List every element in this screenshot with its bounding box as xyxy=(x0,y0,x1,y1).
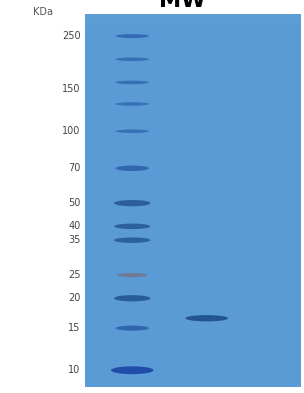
Text: 70: 70 xyxy=(68,163,81,173)
Ellipse shape xyxy=(116,102,149,106)
Text: 100: 100 xyxy=(62,126,81,136)
Text: 35: 35 xyxy=(68,235,81,245)
Ellipse shape xyxy=(116,57,149,61)
Ellipse shape xyxy=(116,165,149,171)
Ellipse shape xyxy=(114,200,150,206)
Text: 25: 25 xyxy=(68,270,81,280)
Ellipse shape xyxy=(116,325,149,331)
Ellipse shape xyxy=(114,237,150,243)
Text: 20: 20 xyxy=(68,293,81,303)
Text: 40: 40 xyxy=(68,221,81,231)
Text: MW: MW xyxy=(159,0,206,11)
Text: 15: 15 xyxy=(68,323,81,333)
Text: 10: 10 xyxy=(68,365,81,375)
Ellipse shape xyxy=(114,224,150,229)
Ellipse shape xyxy=(114,295,150,301)
Text: 250: 250 xyxy=(62,31,81,41)
Ellipse shape xyxy=(111,366,154,374)
Ellipse shape xyxy=(185,315,228,321)
Bar xyxy=(85,14,301,26)
Ellipse shape xyxy=(116,129,149,133)
Bar xyxy=(85,14,301,387)
Ellipse shape xyxy=(117,273,147,277)
Ellipse shape xyxy=(116,81,149,84)
Ellipse shape xyxy=(116,34,149,38)
Text: 150: 150 xyxy=(62,84,81,94)
Text: 50: 50 xyxy=(68,198,81,208)
Text: KDa: KDa xyxy=(33,7,53,17)
